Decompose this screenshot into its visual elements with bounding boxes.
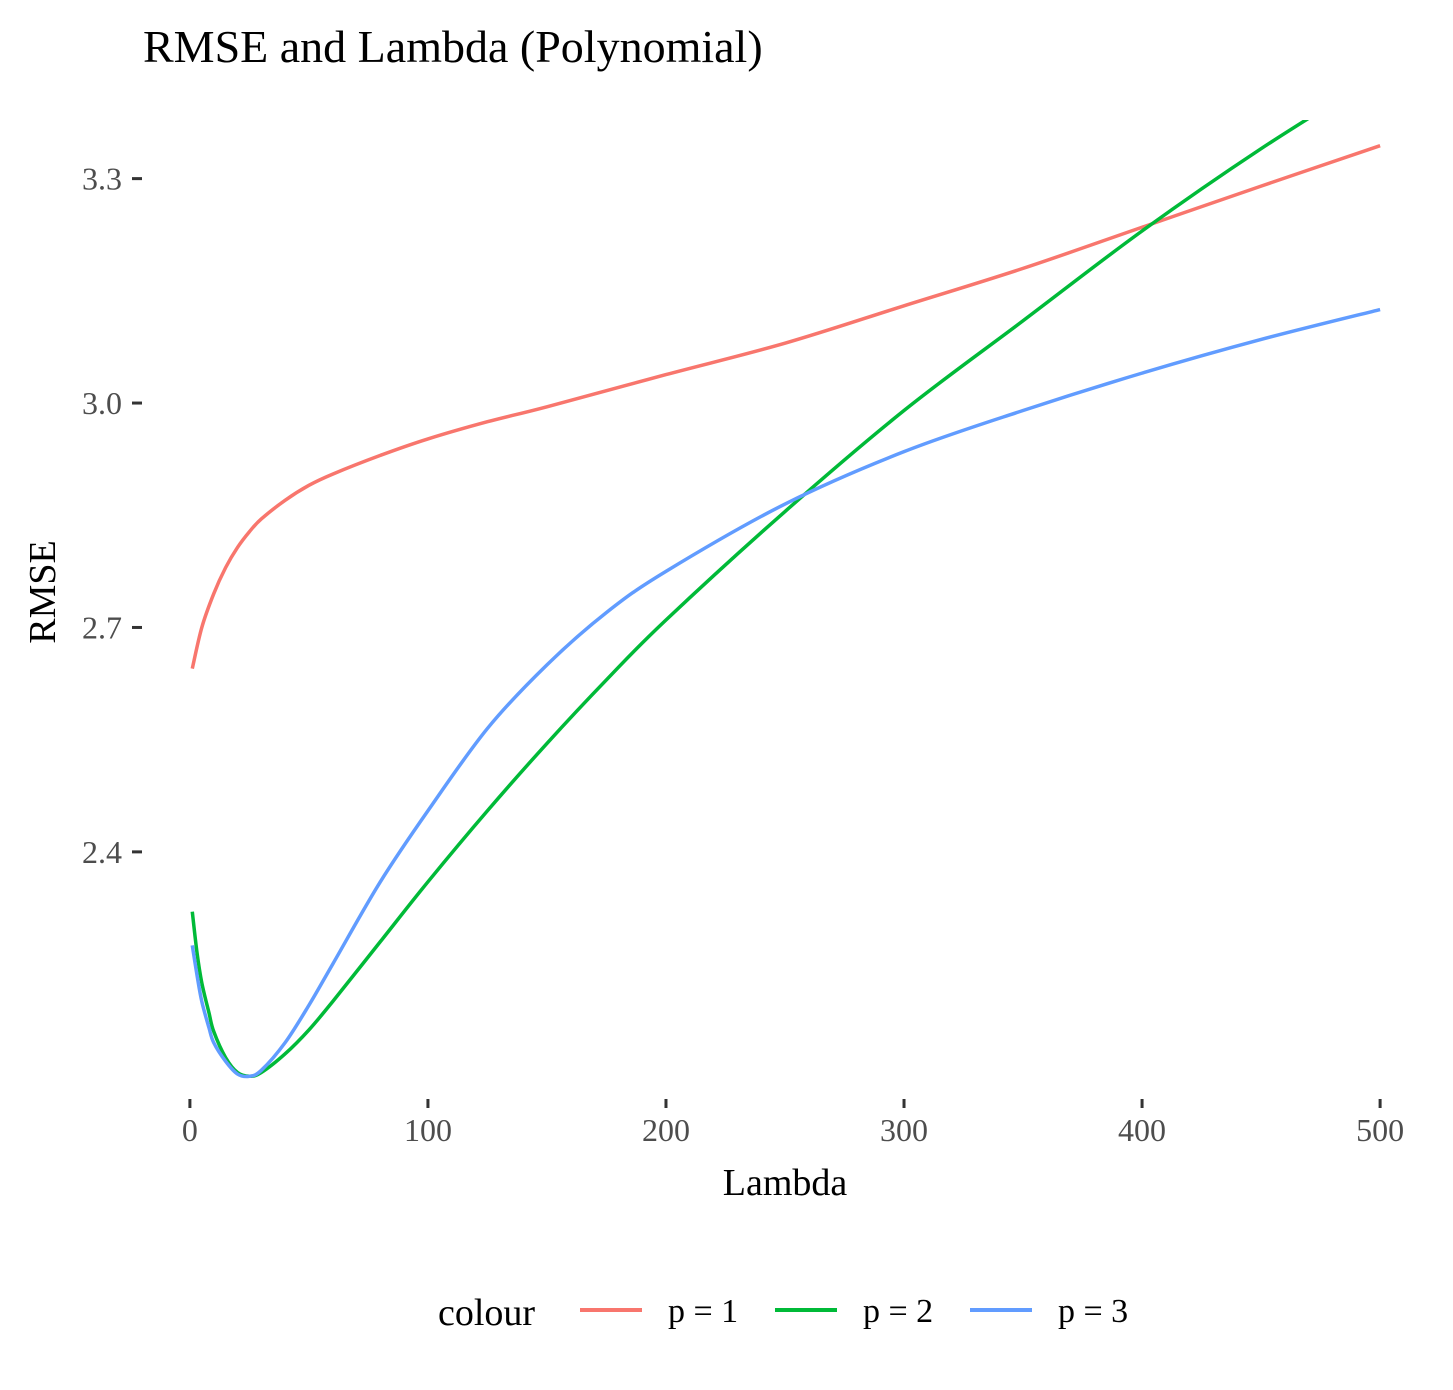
x-tick-label: 500: [1356, 1112, 1404, 1148]
legend-label-p3: p = 3: [1058, 1293, 1128, 1330]
x-axis-label: Lambda: [723, 1162, 848, 1204]
series-line-p1: [190, 144, 1381, 669]
x-tick-label: 300: [880, 1112, 928, 1148]
x-tick-label: 200: [642, 1112, 690, 1148]
y-tick-label: 2.7: [82, 609, 122, 645]
legend-title: colour: [438, 1292, 535, 1334]
series-line-p3: [190, 307, 1381, 1079]
legend: colour p = 1 p = 2 p = 3: [438, 1292, 1128, 1334]
y-axis-label: RMSE: [22, 540, 64, 643]
chart-title: RMSE and Lambda (Polynomial): [143, 21, 763, 72]
y-tick-label: 3.3: [82, 161, 122, 197]
x-tick-label: 0: [182, 1112, 198, 1148]
x-tick-label: 100: [404, 1112, 452, 1148]
legend-label-p1: p = 1: [668, 1293, 738, 1330]
y-tick-label: 3.0: [82, 385, 122, 421]
y-tick-label: 2.4: [82, 834, 122, 870]
x-axis: 0 100 200 300 400 500: [182, 1099, 1404, 1148]
series-line-p2: [190, 120, 1310, 1079]
y-axis: 2.4 2.7 3.0 3.3: [82, 161, 142, 870]
legend-label-p2: p = 2: [863, 1293, 933, 1330]
x-tick-label: 400: [1118, 1112, 1166, 1148]
series-lines: [190, 120, 1381, 1079]
